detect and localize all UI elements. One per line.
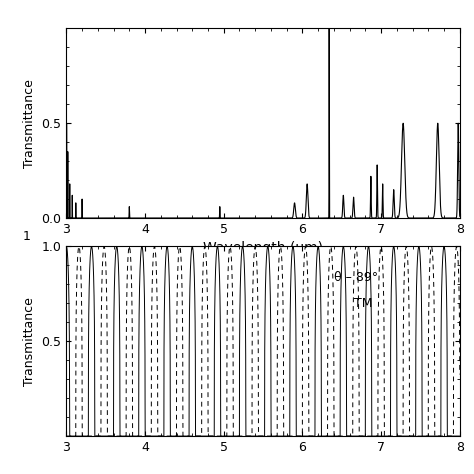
X-axis label: Wavelength (μm): Wavelength (μm)	[203, 241, 323, 255]
Text: θ – 89°: θ – 89°	[334, 271, 378, 283]
Text: TM: TM	[354, 297, 372, 310]
Text: (a): (a)	[253, 271, 273, 285]
Y-axis label: Transmittance: Transmittance	[23, 79, 36, 168]
Y-axis label: Transmittance: Transmittance	[23, 297, 36, 386]
Text: 1: 1	[23, 230, 31, 243]
